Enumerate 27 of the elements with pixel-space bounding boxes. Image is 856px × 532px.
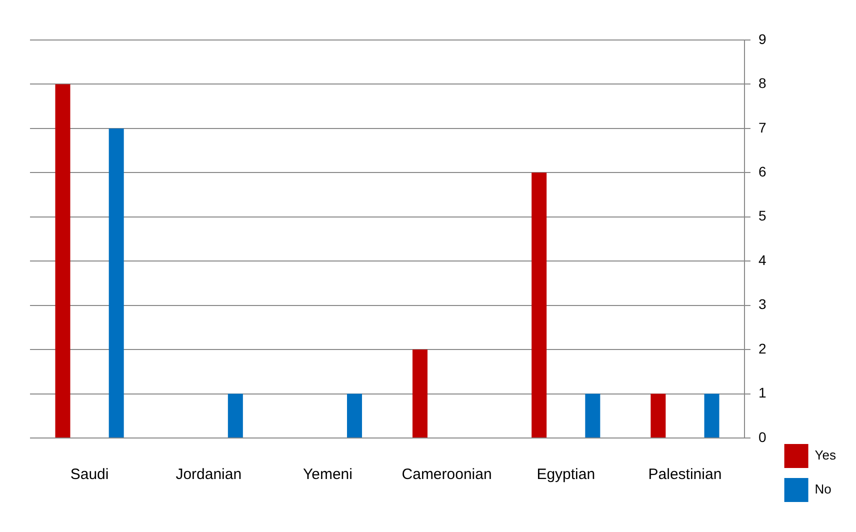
y-tick-label: 9	[758, 30, 767, 47]
y-tick-label: 7	[758, 119, 767, 136]
y-tick-label: 4	[758, 252, 767, 268]
y-tick-label: 3	[758, 296, 767, 312]
x-tick-label: Saudi	[70, 466, 109, 484]
y-tick-label: 0	[758, 428, 767, 445]
y-tick-label: 2	[758, 340, 767, 356]
bar	[228, 394, 243, 438]
bar	[55, 84, 70, 438]
legend-label: No	[814, 482, 832, 497]
y-tick-label: 5	[758, 208, 767, 224]
bar	[704, 394, 720, 438]
x-tick-label: Palestinian	[648, 466, 722, 484]
bar	[585, 394, 600, 438]
bar	[412, 350, 428, 438]
y-tick-label: 6	[758, 164, 767, 180]
x-tick-label: Cameroonian	[402, 466, 492, 484]
y-tick-label: 1	[758, 384, 767, 401]
legend-label: Yes	[814, 448, 836, 463]
x-tick-label: Yemeni	[302, 466, 352, 484]
y-tick-label: 8	[758, 75, 767, 92]
x-tick-label: Egyptian	[536, 466, 596, 484]
bar	[532, 172, 547, 438]
bar	[347, 394, 362, 438]
bar	[650, 394, 666, 438]
bar	[108, 128, 124, 438]
x-tick-label: Jordanian	[176, 466, 242, 484]
